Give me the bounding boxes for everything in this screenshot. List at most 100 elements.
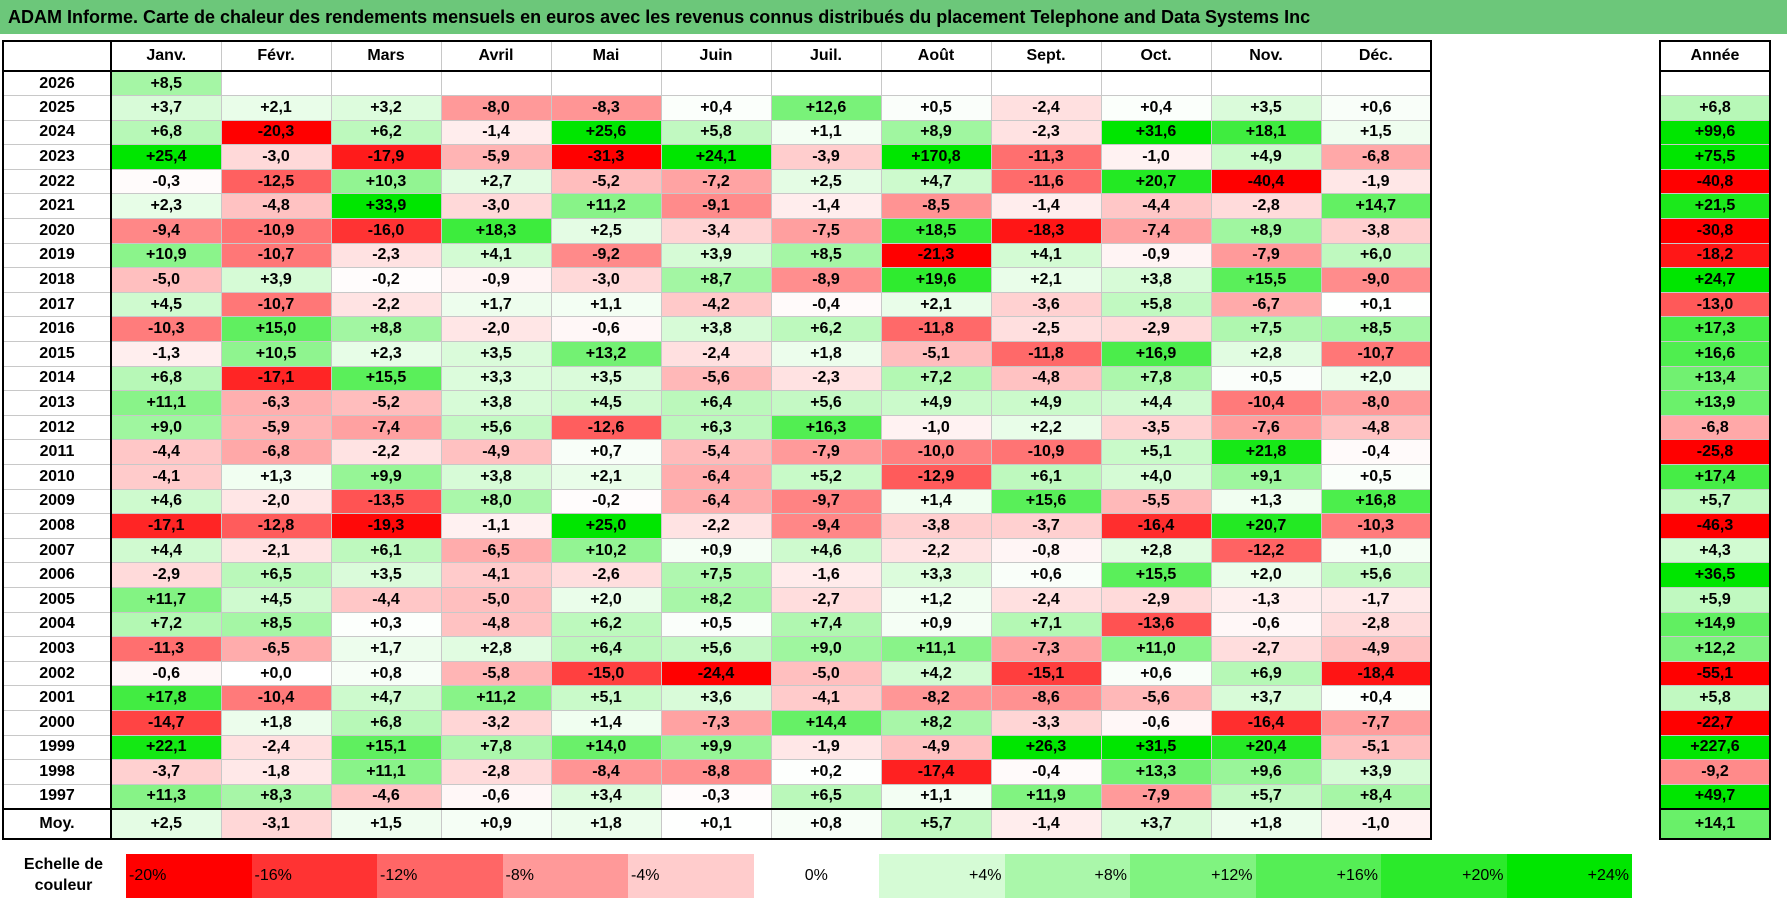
heat-cell (440, 70, 552, 97)
heat-cell: +8,8 (330, 316, 442, 343)
heat-cell: -7,6 (1210, 414, 1322, 441)
heat-cell: +1,4 (880, 488, 992, 515)
heat-cell: -10,3 (110, 316, 222, 343)
heat-cell: +4,2 (880, 660, 992, 687)
month-header: Juin (660, 40, 772, 72)
scale-swatch: +24% (1506, 854, 1632, 898)
heat-cell: -2,9 (1100, 316, 1212, 343)
heat-cell: +8,4 (1320, 783, 1432, 810)
heat-cell: +8,2 (660, 586, 772, 613)
heat-cell: +9,9 (330, 464, 442, 490)
heat-cell: -24,4 (660, 660, 772, 687)
heat-cell: -18,4 (1320, 660, 1432, 687)
heat-cell: +4,5 (550, 390, 662, 416)
heat-cell: -2,4 (220, 734, 332, 761)
heat-cell: +3,5 (330, 562, 442, 588)
heat-cell: +7,8 (1100, 365, 1212, 392)
heat-cell: -0,3 (660, 783, 772, 810)
heat-cell: -1,0 (880, 414, 992, 441)
heat-cell: +2,0 (550, 586, 662, 613)
year-label: 1998 (3, 759, 112, 785)
heat-cell: +5,8 (660, 119, 772, 146)
heat-cell: -0,4 (770, 291, 882, 318)
heat-cell: +11,1 (330, 759, 442, 785)
heat-cell: +18,3 (440, 218, 552, 244)
heat-cell: -4,2 (660, 291, 772, 318)
annual-cell: -30,8 (1659, 218, 1771, 244)
average-annual-cell: +14,1 (1659, 807, 1771, 840)
heat-cell: +9,6 (1210, 759, 1322, 785)
heat-cell: -3,0 (550, 267, 662, 293)
heat-cell: -5,8 (440, 660, 552, 687)
heat-cell: +25,4 (110, 144, 222, 170)
heat-cell: -8,2 (880, 685, 992, 711)
color-scale-label-line2: couleur (34, 877, 93, 894)
heat-cell: +6,4 (550, 636, 662, 662)
heat-cell: +0,9 (660, 537, 772, 564)
heat-cell: +0,1 (1320, 291, 1432, 318)
heat-cell: +4,4 (110, 537, 222, 564)
heat-cell: -1,7 (1320, 586, 1432, 613)
heat-cell: -16,0 (330, 218, 442, 244)
year-label: 2003 (3, 636, 112, 662)
heat-cell: +11,7 (110, 586, 222, 613)
heat-cell: -31,3 (550, 144, 662, 170)
table-row: 2008 -17,1 -12,8 -19,3 -1,1 +25,0 -2,2 -9,4 -3,8… (3, 513, 1432, 539)
heat-cell: +2,1 (880, 291, 992, 318)
heat-cell: +2,1 (990, 267, 1102, 293)
heat-cell: +10,9 (110, 242, 222, 269)
heat-cell: +0,5 (1210, 365, 1322, 392)
heat-cell: -7,4 (1100, 218, 1212, 244)
heat-cell: +13,3 (1100, 759, 1212, 785)
heat-cell: +1,3 (1210, 488, 1322, 515)
scale-swatch: +12% (1130, 854, 1256, 898)
heat-cell: -5,0 (110, 267, 222, 293)
year-label: 2023 (3, 144, 112, 170)
heat-cell: -1,8 (220, 759, 332, 785)
heat-cell: -12,8 (220, 513, 332, 539)
heat-cell: -4,1 (770, 685, 882, 711)
table-row: 2018 -5,0 +3,9 -0,2 -0,9 -3,0 +8,7 -8,9 +19,6 +2,… (3, 267, 1432, 293)
heat-cell: -7,9 (770, 439, 882, 465)
heat-cell: +17,8 (110, 685, 222, 711)
heat-cell: -4,1 (440, 562, 552, 588)
table-row: 2013 +11,1 -6,3 -5,2 +3,8 +4,5 +6,4 +5,6 +4,9 +4,… (3, 390, 1432, 416)
heat-cell: -17,4 (880, 759, 992, 785)
annual-cell: +5,9 (1659, 586, 1771, 613)
table-row: 2001 +17,8 -10,4 +4,7 +11,2 +5,1 +3,6 -4,1 -8,2-… (3, 685, 1432, 711)
heat-cell: -5,0 (440, 586, 552, 613)
year-label: 2010 (3, 464, 112, 490)
heat-cell: -4,8 (990, 365, 1102, 392)
year-label: 2011 (3, 439, 112, 465)
heat-cell: +15,5 (330, 365, 442, 392)
heat-cell: +3,2 (330, 95, 442, 121)
year-label: 2016 (3, 316, 112, 343)
heat-cell: -2,3 (330, 242, 442, 269)
year-label: 2020 (3, 218, 112, 244)
heat-cell: -5,6 (1100, 685, 1212, 711)
month-header: Avril (440, 40, 552, 72)
heat-cell: +5,1 (550, 685, 662, 711)
heat-cell: +6,1 (330, 537, 442, 564)
heat-cell: -6,3 (220, 390, 332, 416)
table-row: 2020 -9,4 -10,9 -16,0 +18,3 +2,5 -3,4 -7,5 +18,5… (3, 218, 1432, 244)
heat-cell: +3,8 (440, 390, 552, 416)
heat-cell: -2,7 (770, 586, 882, 613)
heat-cell: -4,9 (880, 734, 992, 761)
average-cell: -3,1 (220, 807, 332, 840)
heat-cell: +8,9 (880, 119, 992, 146)
heat-cell: -2,0 (440, 316, 552, 343)
table-row: 2021 +2,3 -4,8 +33,9 -3,0 +11,2 -9,1 -1,4 -8,5 -1… (3, 193, 1432, 220)
heat-cell: +15,1 (330, 734, 442, 761)
heat-cell: +3,5 (550, 365, 662, 392)
heat-cell: +1,7 (330, 636, 442, 662)
heat-cell: -2,0 (220, 488, 332, 515)
heat-cell: +24,1 (660, 144, 772, 170)
heat-cell: -7,5 (770, 218, 882, 244)
heat-cell: +3,6 (660, 685, 772, 711)
heat-cell: +16,8 (1320, 488, 1432, 515)
heat-cell: +5,8 (1100, 291, 1212, 318)
heat-cell: +16,3 (770, 414, 882, 441)
heat-cell: -11,3 (110, 636, 222, 662)
year-label: 2025 (3, 95, 112, 121)
